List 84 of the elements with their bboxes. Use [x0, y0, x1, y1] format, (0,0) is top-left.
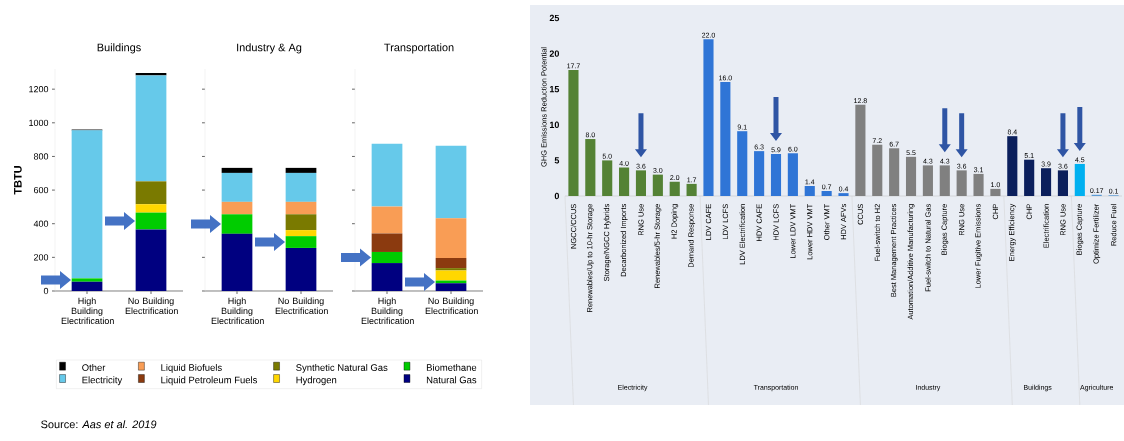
bar — [135, 204, 167, 213]
y-tick-label: 0 — [554, 192, 559, 200]
bar — [905, 156, 917, 196]
bar — [652, 174, 663, 196]
bar — [135, 181, 167, 205]
bar — [956, 170, 967, 196]
x-tick-label: High Building Electrification — [61, 297, 114, 325]
bar — [889, 148, 900, 196]
bar — [285, 167, 317, 173]
bar — [71, 278, 103, 282]
x-tick-label: No Building Electrification — [275, 297, 328, 315]
bar — [1057, 170, 1068, 196]
bar — [568, 69, 579, 196]
y-axis-title: TBTU — [14, 166, 22, 195]
bar — [821, 191, 832, 196]
y-tick-label: 0 — [43, 287, 49, 295]
y-tick-label: 800 — [33, 153, 49, 160]
bar — [754, 151, 765, 196]
legend-label: Synthetic Natural Gas — [296, 364, 388, 373]
bar — [221, 172, 253, 202]
legend-label: Hydrogen — [296, 376, 337, 386]
bar — [135, 75, 167, 182]
x-tick-label: High Building Electrification — [361, 297, 414, 325]
legend-label: Liquid Biofuels — [161, 364, 222, 373]
legend-label: Liquid Petroleum Fuels — [161, 376, 258, 386]
bar — [737, 131, 748, 196]
y-tick-label: 5 — [554, 157, 560, 164]
bar — [585, 139, 596, 196]
y-tick-label: 400 — [33, 220, 49, 227]
y-tick-label: 25 — [549, 14, 560, 22]
bar — [939, 165, 950, 196]
legend-label: Biomethane — [426, 364, 477, 371]
bar — [1074, 163, 1085, 196]
bar — [285, 247, 317, 291]
bar — [285, 214, 317, 231]
bar — [770, 153, 782, 196]
bar — [990, 188, 1001, 196]
y-tick-label: 600 — [33, 186, 49, 194]
bar — [855, 104, 866, 196]
bar — [221, 201, 253, 215]
chart-title: Industry & Ag — [237, 43, 302, 54]
bar — [838, 193, 849, 196]
bar — [435, 218, 467, 259]
bar — [1040, 168, 1052, 196]
chart-title: Buildings — [97, 43, 141, 54]
bar — [703, 39, 714, 196]
y-tick-label: 1200 — [29, 85, 49, 93]
bar — [285, 172, 317, 202]
bar — [371, 233, 403, 252]
bar — [635, 170, 647, 196]
chart-title: Transportation — [384, 43, 454, 54]
bar — [872, 144, 883, 196]
bar — [435, 145, 467, 219]
bar — [221, 167, 253, 173]
bar — [922, 165, 933, 196]
y-tick-label: 15 — [549, 86, 560, 93]
bar — [371, 206, 403, 234]
bar — [973, 173, 984, 196]
bar — [804, 186, 815, 196]
y-tick-label: 20 — [549, 50, 559, 57]
bar — [71, 130, 103, 279]
legend-label: Electricity — [82, 376, 123, 386]
y-tick-label: 1000 — [29, 119, 49, 126]
bar — [371, 143, 403, 207]
source-note: Source: Aas et al. 2019 — [41, 420, 157, 429]
y-tick-label: 200 — [33, 254, 49, 261]
bar — [686, 183, 697, 196]
legend-label: Natural Gas — [426, 376, 477, 384]
bar — [221, 233, 253, 291]
bar — [285, 201, 317, 215]
bar — [135, 229, 167, 291]
legend-label: Other — [82, 364, 106, 371]
bar — [619, 167, 630, 196]
bar — [602, 160, 613, 196]
bar — [435, 258, 467, 269]
x-tick-label: High Building Electrification — [211, 297, 264, 325]
bar — [1024, 159, 1035, 196]
x-tick-label: No Building Electrification — [425, 297, 478, 315]
bar — [1007, 136, 1018, 196]
y-tick-label: 10 — [549, 121, 559, 128]
bar — [787, 153, 798, 196]
x-tick-label: No Building Electrification — [125, 297, 178, 315]
bar — [720, 82, 731, 196]
bar — [669, 181, 680, 196]
